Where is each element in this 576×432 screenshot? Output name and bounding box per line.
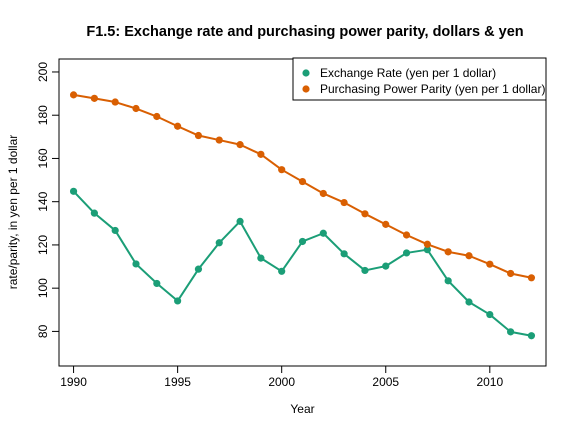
data-point-exchange-rate [132, 260, 140, 268]
y-tick-label: 160 [36, 148, 50, 168]
legend-marker [302, 69, 310, 77]
data-point-ppp [361, 210, 369, 218]
y-tick-label: 100 [36, 278, 50, 298]
x-axis-label: Year [290, 402, 314, 416]
y-tick-label: 140 [36, 191, 50, 211]
x-tick-label: 2005 [372, 375, 399, 389]
data-point-ppp [465, 252, 473, 260]
plot-frame [58, 58, 547, 367]
data-point-ppp [236, 141, 244, 149]
legend-marker [302, 85, 310, 93]
legend-box [292, 57, 547, 101]
data-point-exchange-rate [507, 328, 515, 336]
data-point-ppp [444, 248, 452, 256]
plot-area: 1990 1995 2000 2005 2010 80 100 120 140 160 180 200 [36, 58, 547, 389]
x-tick-label: 2000 [268, 375, 295, 389]
data-point-ppp [278, 166, 286, 174]
data-point-exchange-rate [257, 254, 265, 262]
legend: Exchange Rate (yen per 1 dollar) Purchasi… [292, 57, 547, 101]
data-point-ppp [257, 150, 265, 158]
data-point-exchange-rate [236, 217, 244, 225]
data-point-ppp [153, 112, 161, 121]
data-point-ppp [423, 240, 431, 248]
x-tick-label: 2010 [476, 375, 503, 389]
y-tick-label: 80 [36, 324, 50, 338]
data-point-ppp [527, 274, 536, 282]
data-point-exchange-rate [444, 277, 452, 285]
series-line-exchange-rate [72, 190, 532, 337]
data-point-exchange-rate [361, 266, 369, 275]
data-point-exchange-rate [153, 279, 161, 288]
legend-label: Exchange Rate (yen per 1 dollar) [320, 66, 496, 80]
data-point-ppp [111, 98, 119, 106]
data-point-ppp [90, 94, 98, 102]
y-axis-label: rate/parity, in yen per 1 dollar [6, 135, 20, 290]
data-point-exchange-rate [423, 246, 431, 254]
legend-label: Purchasing Power Parity (yen per 1 dolla… [320, 82, 545, 96]
data-point-exchange-rate [278, 267, 286, 275]
data-point-ppp [69, 91, 78, 99]
data-point-ppp [486, 260, 494, 268]
data-point-exchange-rate [319, 229, 327, 237]
data-point-exchange-rate [382, 262, 390, 270]
data-point-exchange-rate [486, 310, 494, 319]
x-tick-label: 1990 [60, 375, 87, 389]
y-tick-label: 180 [36, 105, 50, 125]
data-point-exchange-rate [340, 250, 348, 258]
data-point-ppp [402, 231, 411, 239]
x-tick-label: 1995 [164, 375, 191, 389]
data-point-ppp [298, 177, 307, 186]
data-point-ppp [319, 189, 327, 198]
data-point-ppp [174, 122, 182, 130]
data-point-exchange-rate [69, 187, 78, 195]
data-point-exchange-rate [174, 297, 182, 305]
data-point-exchange-rate [194, 265, 203, 273]
y-tick-label: 200 [36, 62, 50, 82]
chart-title: F1.5: Exchange rate and purchasing power… [86, 24, 523, 40]
data-point-ppp [507, 269, 515, 278]
data-point-exchange-rate [527, 332, 536, 340]
data-point-exchange-rate [90, 209, 98, 217]
data-point-ppp [194, 131, 203, 140]
data-point-exchange-rate [298, 237, 307, 246]
data-point-exchange-rate [215, 239, 223, 247]
data-point-exchange-rate [111, 226, 119, 235]
data-point-ppp [340, 198, 348, 207]
data-point-ppp [382, 220, 390, 228]
y-tick-label: 120 [36, 235, 50, 255]
data-point-exchange-rate [402, 249, 411, 257]
series-line-ppp [73, 93, 532, 279]
data-point-exchange-rate [465, 298, 473, 306]
data-point-ppp [132, 104, 140, 113]
data-point-ppp [215, 136, 223, 144]
